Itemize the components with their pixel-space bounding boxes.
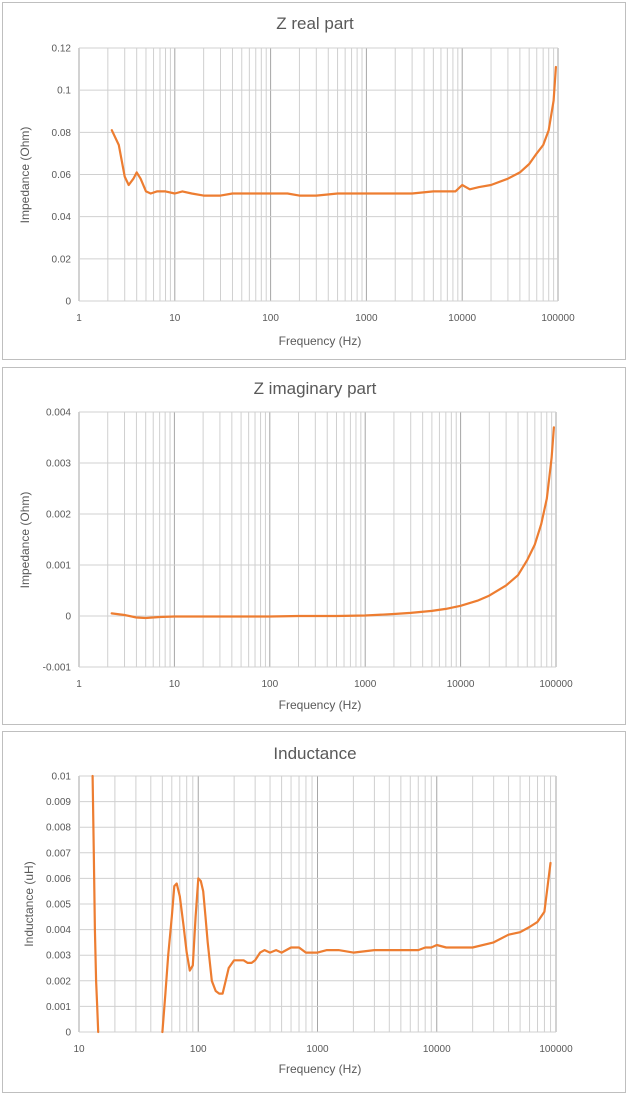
y-tick-label: 0.005 <box>46 900 71 911</box>
x-tick-label: 1 <box>76 313 82 324</box>
y-tick-label: 0.12 <box>52 44 72 55</box>
x-tick-label: 10000 <box>447 679 475 690</box>
y-tick-label: 0 <box>65 297 71 308</box>
x-axis-title: Frequency (Hz) <box>279 1062 362 1076</box>
y-tick-label: 0.007 <box>46 848 71 859</box>
y-axis-title: Inductance (uH) <box>22 861 36 946</box>
y-tick-label: 0.06 <box>52 170 72 181</box>
x-tick-label: 10 <box>169 679 181 690</box>
x-tick-label: 1000 <box>354 679 377 690</box>
x-tick-label: 100 <box>262 313 279 324</box>
series <box>91 774 552 1034</box>
y-tick-label: 0.1 <box>57 86 71 97</box>
series-line <box>110 426 556 620</box>
x-tick-label: 1000 <box>355 313 378 324</box>
y-tick-label: 0.01 <box>52 772 72 783</box>
x-tick-label: 100000 <box>539 679 573 690</box>
y-tick-label: 0.003 <box>46 951 71 962</box>
y-tick-label: -0.001 <box>43 663 72 674</box>
series <box>110 65 558 197</box>
z-real-chart: Z real part 0 0.02 0.04 0.06 0.08 0.1 0.12 1 10 1… <box>18 14 576 348</box>
y-tick-label: 0.02 <box>52 254 72 265</box>
grid <box>78 775 557 1033</box>
y-tick-label: 0.004 <box>46 925 71 936</box>
y-tick-label: 0.004 <box>46 408 71 419</box>
y-tick-label: 0.001 <box>46 1002 71 1013</box>
x-tick-label: 10 <box>73 1044 85 1055</box>
series-line <box>110 65 558 197</box>
tick-labels: 0 0.001 0.002 0.003 0.004 0.005 0.006 0.007 0.00… <box>46 772 573 1056</box>
x-tick-label: 1 <box>76 679 82 690</box>
x-axis-title: Frequency (Hz) <box>279 334 362 348</box>
y-tick-label: 0.006 <box>46 874 71 885</box>
series <box>110 426 556 620</box>
y-tick-label: 0.001 <box>46 561 71 572</box>
x-tick-label: 100 <box>261 679 278 690</box>
grid <box>78 411 557 668</box>
chart-panel-inductance: Inductance 0 0.001 0.002 0.003 0.004 0.005 0.0… <box>2 731 626 1093</box>
x-tick-label: 10000 <box>423 1044 451 1055</box>
y-tick-label: 0.08 <box>52 128 72 139</box>
y-axis-title: Impedance (Ohm) <box>18 492 32 589</box>
inductance-chart: Inductance 0 0.001 0.002 0.003 0.004 0.005 0.0… <box>22 744 573 1076</box>
y-tick-label: 0.002 <box>46 976 71 987</box>
y-tick-label: 0 <box>65 612 71 623</box>
x-tick-label: 1000 <box>306 1044 329 1055</box>
x-tick-label: 100000 <box>539 1044 573 1055</box>
y-tick-label: 0.008 <box>46 823 71 834</box>
chart-title: Z real part <box>276 14 354 33</box>
y-tick-label: 0.003 <box>46 459 71 470</box>
chart-title: Z imaginary part <box>254 379 377 398</box>
y-axis-title: Impedance (Ohm) <box>18 127 32 224</box>
x-axis-title: Frequency (Hz) <box>279 698 362 712</box>
chart-title: Inductance <box>273 744 356 763</box>
x-tick-label: 10 <box>169 313 181 324</box>
y-tick-label: 0.04 <box>52 212 72 223</box>
z-imaginary-chart: Z imaginary part -0.001 0 0.001 0.002 0.003 0… <box>18 379 573 712</box>
x-tick-label: 100000 <box>541 313 575 324</box>
grid <box>78 47 559 302</box>
chart-panel-z-real: Z real part 0 0.02 0.04 0.06 0.08 0.1 0.12 1 10 1… <box>2 2 626 360</box>
tick-labels: -0.001 0 0.001 0.002 0.003 0.004 1 10 100 1000 100… <box>43 408 573 691</box>
y-tick-label: 0.009 <box>46 797 71 808</box>
y-tick-label: 0 <box>65 1028 71 1039</box>
series-line <box>91 774 100 1034</box>
y-tick-label: 0.002 <box>46 510 71 521</box>
tick-labels: 0 0.02 0.04 0.06 0.08 0.1 0.12 1 10 100 1000 10000 1… <box>52 44 576 325</box>
x-tick-label: 100 <box>190 1044 207 1055</box>
x-tick-label: 10000 <box>448 313 476 324</box>
chart-panel-z-imaginary: Z imaginary part -0.001 0 0.001 0.002 0.003 0… <box>2 367 626 725</box>
series-line <box>161 861 552 1034</box>
